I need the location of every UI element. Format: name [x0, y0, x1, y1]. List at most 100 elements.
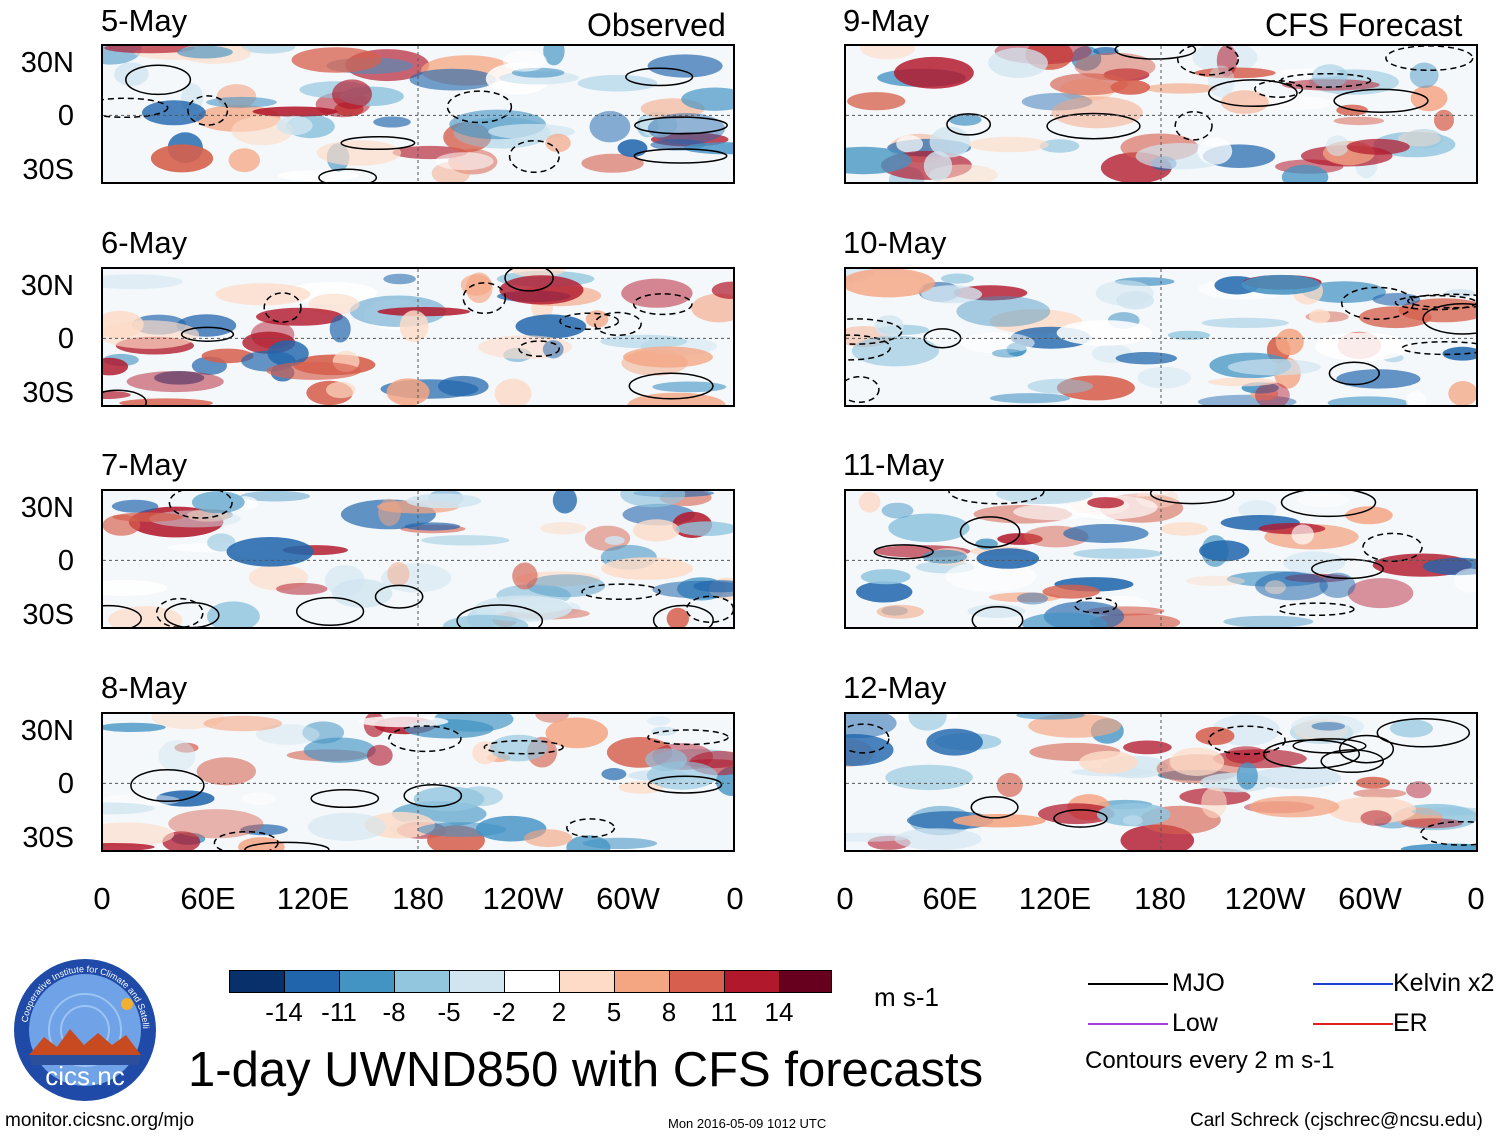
mjo-contour — [388, 725, 462, 753]
anomaly-blob — [278, 170, 360, 182]
anomaly-blob — [1255, 382, 1290, 405]
mjo-contour — [1333, 88, 1429, 113]
anomaly-blob — [960, 332, 1035, 354]
anomaly-blob — [112, 512, 183, 522]
anomaly-blob — [1353, 788, 1407, 798]
anomaly-blob — [103, 802, 155, 815]
page-title: 1-day UWND850 with CFS forecasts — [188, 1043, 984, 1097]
anomaly-blob — [386, 378, 430, 405]
lat-label: 30N — [20, 270, 74, 302]
anomaly-blob — [103, 722, 166, 732]
anomaly-blob — [851, 335, 939, 367]
anomaly-blob — [266, 361, 362, 380]
anomaly-blob — [435, 152, 494, 171]
anomaly-blob — [929, 126, 971, 158]
anomaly-blob — [988, 592, 1062, 603]
anomaly-blob — [215, 283, 311, 306]
mjo-contour — [846, 723, 890, 754]
mjo-contour — [103, 97, 169, 119]
anomaly-blob — [600, 334, 688, 349]
mjo-contour — [946, 113, 992, 136]
anomaly-blob — [923, 151, 953, 181]
anomaly-field — [846, 269, 1476, 405]
anomaly-blob — [676, 521, 733, 536]
anomaly-blob — [577, 74, 658, 92]
anomaly-blob — [404, 522, 461, 531]
anomaly-blob — [1220, 90, 1269, 114]
anomaly-blob — [604, 536, 625, 545]
anomaly-blob — [1017, 592, 1048, 605]
anomaly-blob — [1199, 540, 1250, 562]
map-panel-observed-1 — [101, 44, 735, 184]
anomaly-blob — [1096, 803, 1171, 827]
anomaly-blob — [168, 809, 264, 839]
anomaly-blob — [515, 314, 587, 339]
colorbar-tick-label: -2 — [492, 997, 516, 1027]
anomaly-blob — [203, 715, 283, 732]
anomaly-blob — [331, 579, 393, 608]
anomaly-blob — [373, 116, 411, 128]
lon-label: 0 — [726, 881, 744, 916]
mjo-contour — [130, 768, 205, 803]
anomaly-blob — [1409, 62, 1439, 89]
anomaly-blob — [860, 569, 911, 585]
anomaly-blob — [512, 562, 538, 590]
anomaly-blob — [1308, 309, 1331, 324]
lon-label: 180 — [1134, 881, 1186, 916]
anomaly-blob — [542, 340, 564, 359]
anomaly-blob — [1360, 810, 1392, 826]
anomaly-blob — [1401, 818, 1463, 829]
observed-header: Observed — [587, 7, 726, 43]
anomaly-blob — [201, 348, 254, 364]
anomaly-blob — [366, 744, 393, 766]
anomaly-blob — [1311, 64, 1348, 88]
mjo-contour — [685, 595, 733, 623]
mjo-contour — [1401, 341, 1476, 356]
lat-label: 0 — [57, 545, 74, 577]
lon-label: 0 — [93, 881, 111, 916]
anomaly-blob — [601, 768, 627, 781]
anomaly-blob — [329, 315, 351, 343]
anomaly-blob — [332, 79, 372, 110]
mjo-contour — [483, 739, 564, 755]
anomaly-blob — [881, 502, 914, 519]
anomaly-blob — [908, 714, 947, 731]
anomaly-blob — [276, 115, 313, 136]
anomaly-field — [846, 491, 1476, 627]
anomaly-blob — [240, 491, 310, 502]
anomaly-blob — [992, 349, 1024, 358]
anomaly-blob — [1398, 130, 1441, 147]
anomaly-blob — [358, 715, 449, 728]
mjo-contour — [873, 544, 934, 560]
anomaly-blob — [996, 772, 1023, 798]
anomaly-field — [846, 714, 1476, 850]
anomaly-blob — [1302, 281, 1386, 303]
anomaly-blob — [623, 346, 713, 368]
logo-text: cics.nc — [45, 1061, 124, 1091]
mjo-contour — [1362, 532, 1423, 562]
anomaly-blob — [1115, 352, 1177, 365]
anomaly-blob — [241, 792, 277, 805]
map-panel-forecast-3 — [844, 489, 1478, 629]
mjo-contour — [1074, 597, 1118, 614]
anomaly-blob — [111, 499, 159, 513]
colorbar-tick-label: 11 — [710, 997, 738, 1027]
mjo-contour — [456, 604, 544, 627]
anomaly-field — [846, 46, 1476, 182]
mjo-contour — [1407, 293, 1476, 309]
map-panel-observed-4 — [101, 712, 735, 852]
anomaly-blob — [1122, 815, 1143, 826]
anomaly-blob — [1201, 317, 1289, 328]
mjo-contour — [594, 311, 642, 337]
contours-note: Contours every 2 m s-1 — [1085, 1047, 1335, 1074]
panel-date-label: 8-May — [101, 670, 188, 705]
anomaly-blob — [1208, 377, 1276, 387]
lon-label: 120W — [1224, 881, 1306, 916]
colorbar-tick-label: -5 — [437, 997, 461, 1027]
mjo-contour — [1280, 491, 1377, 518]
mjo-contour — [164, 601, 220, 627]
mjo-contour — [187, 95, 229, 126]
legend-label: ER — [1393, 1009, 1428, 1037]
mjo-contour — [846, 376, 880, 403]
panel-date-label: 5-May — [101, 3, 188, 38]
